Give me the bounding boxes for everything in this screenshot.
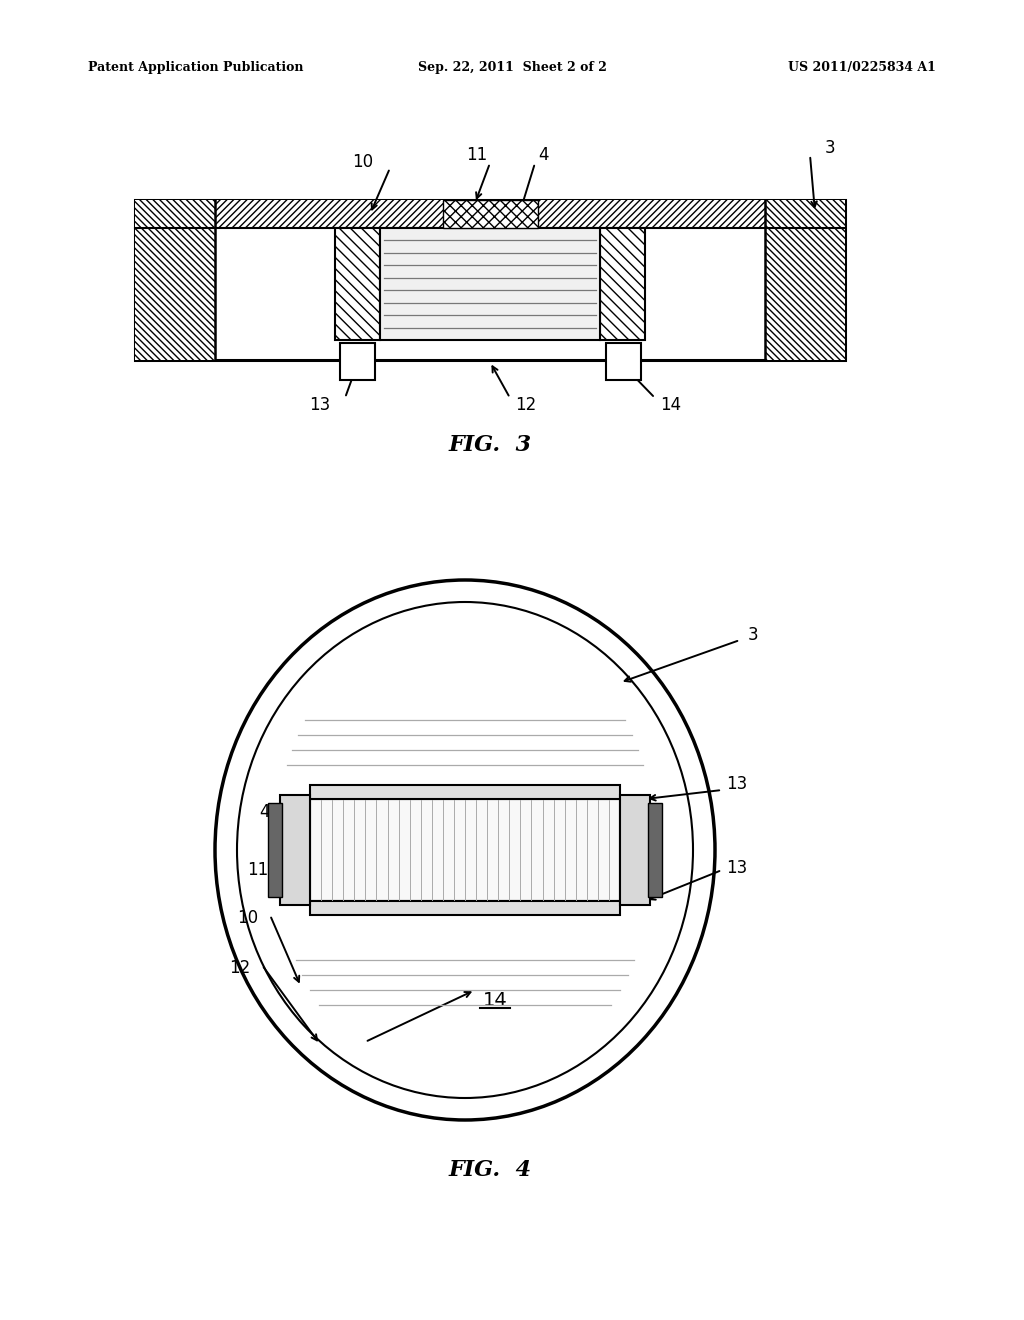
Bar (135, 201, 845, 228)
Text: Sep. 22, 2011  Sheet 2 of 2: Sep. 22, 2011 Sheet 2 of 2 (418, 62, 606, 74)
Bar (340, 343, 375, 380)
Bar (620, 795, 650, 906)
Text: 4: 4 (259, 803, 270, 821)
Text: 4: 4 (538, 147, 549, 164)
Bar (280, 795, 310, 906)
Text: 3: 3 (825, 139, 836, 157)
Bar (443, 201, 538, 228)
Bar (335, 228, 380, 341)
Text: 12: 12 (515, 396, 537, 414)
Bar (600, 228, 645, 341)
Text: FIG.  4: FIG. 4 (449, 1159, 531, 1181)
Text: 14: 14 (660, 396, 681, 414)
Bar (135, 201, 845, 360)
Bar (606, 343, 641, 380)
Text: 3: 3 (748, 626, 759, 644)
Bar (310, 799, 620, 902)
Text: Patent Application Publication: Patent Application Publication (88, 62, 303, 74)
Text: FIG.  3: FIG. 3 (449, 434, 531, 455)
Bar (310, 785, 620, 799)
Bar (380, 228, 600, 341)
Text: US 2011/0225834 A1: US 2011/0225834 A1 (788, 62, 936, 74)
Text: 10: 10 (352, 153, 373, 172)
Ellipse shape (237, 602, 693, 1098)
Text: 11: 11 (466, 147, 487, 164)
Ellipse shape (215, 579, 715, 1119)
Text: 14: 14 (482, 990, 507, 1010)
Text: 13: 13 (726, 775, 748, 793)
Text: 10: 10 (237, 909, 258, 927)
Bar (765, 201, 845, 360)
Text: 12: 12 (228, 960, 250, 977)
Bar (310, 902, 620, 915)
Text: 11: 11 (247, 861, 268, 879)
Bar (648, 803, 662, 898)
Bar (268, 803, 282, 898)
Bar (135, 201, 215, 360)
Text: 13: 13 (309, 396, 330, 414)
Text: 13: 13 (726, 859, 748, 876)
